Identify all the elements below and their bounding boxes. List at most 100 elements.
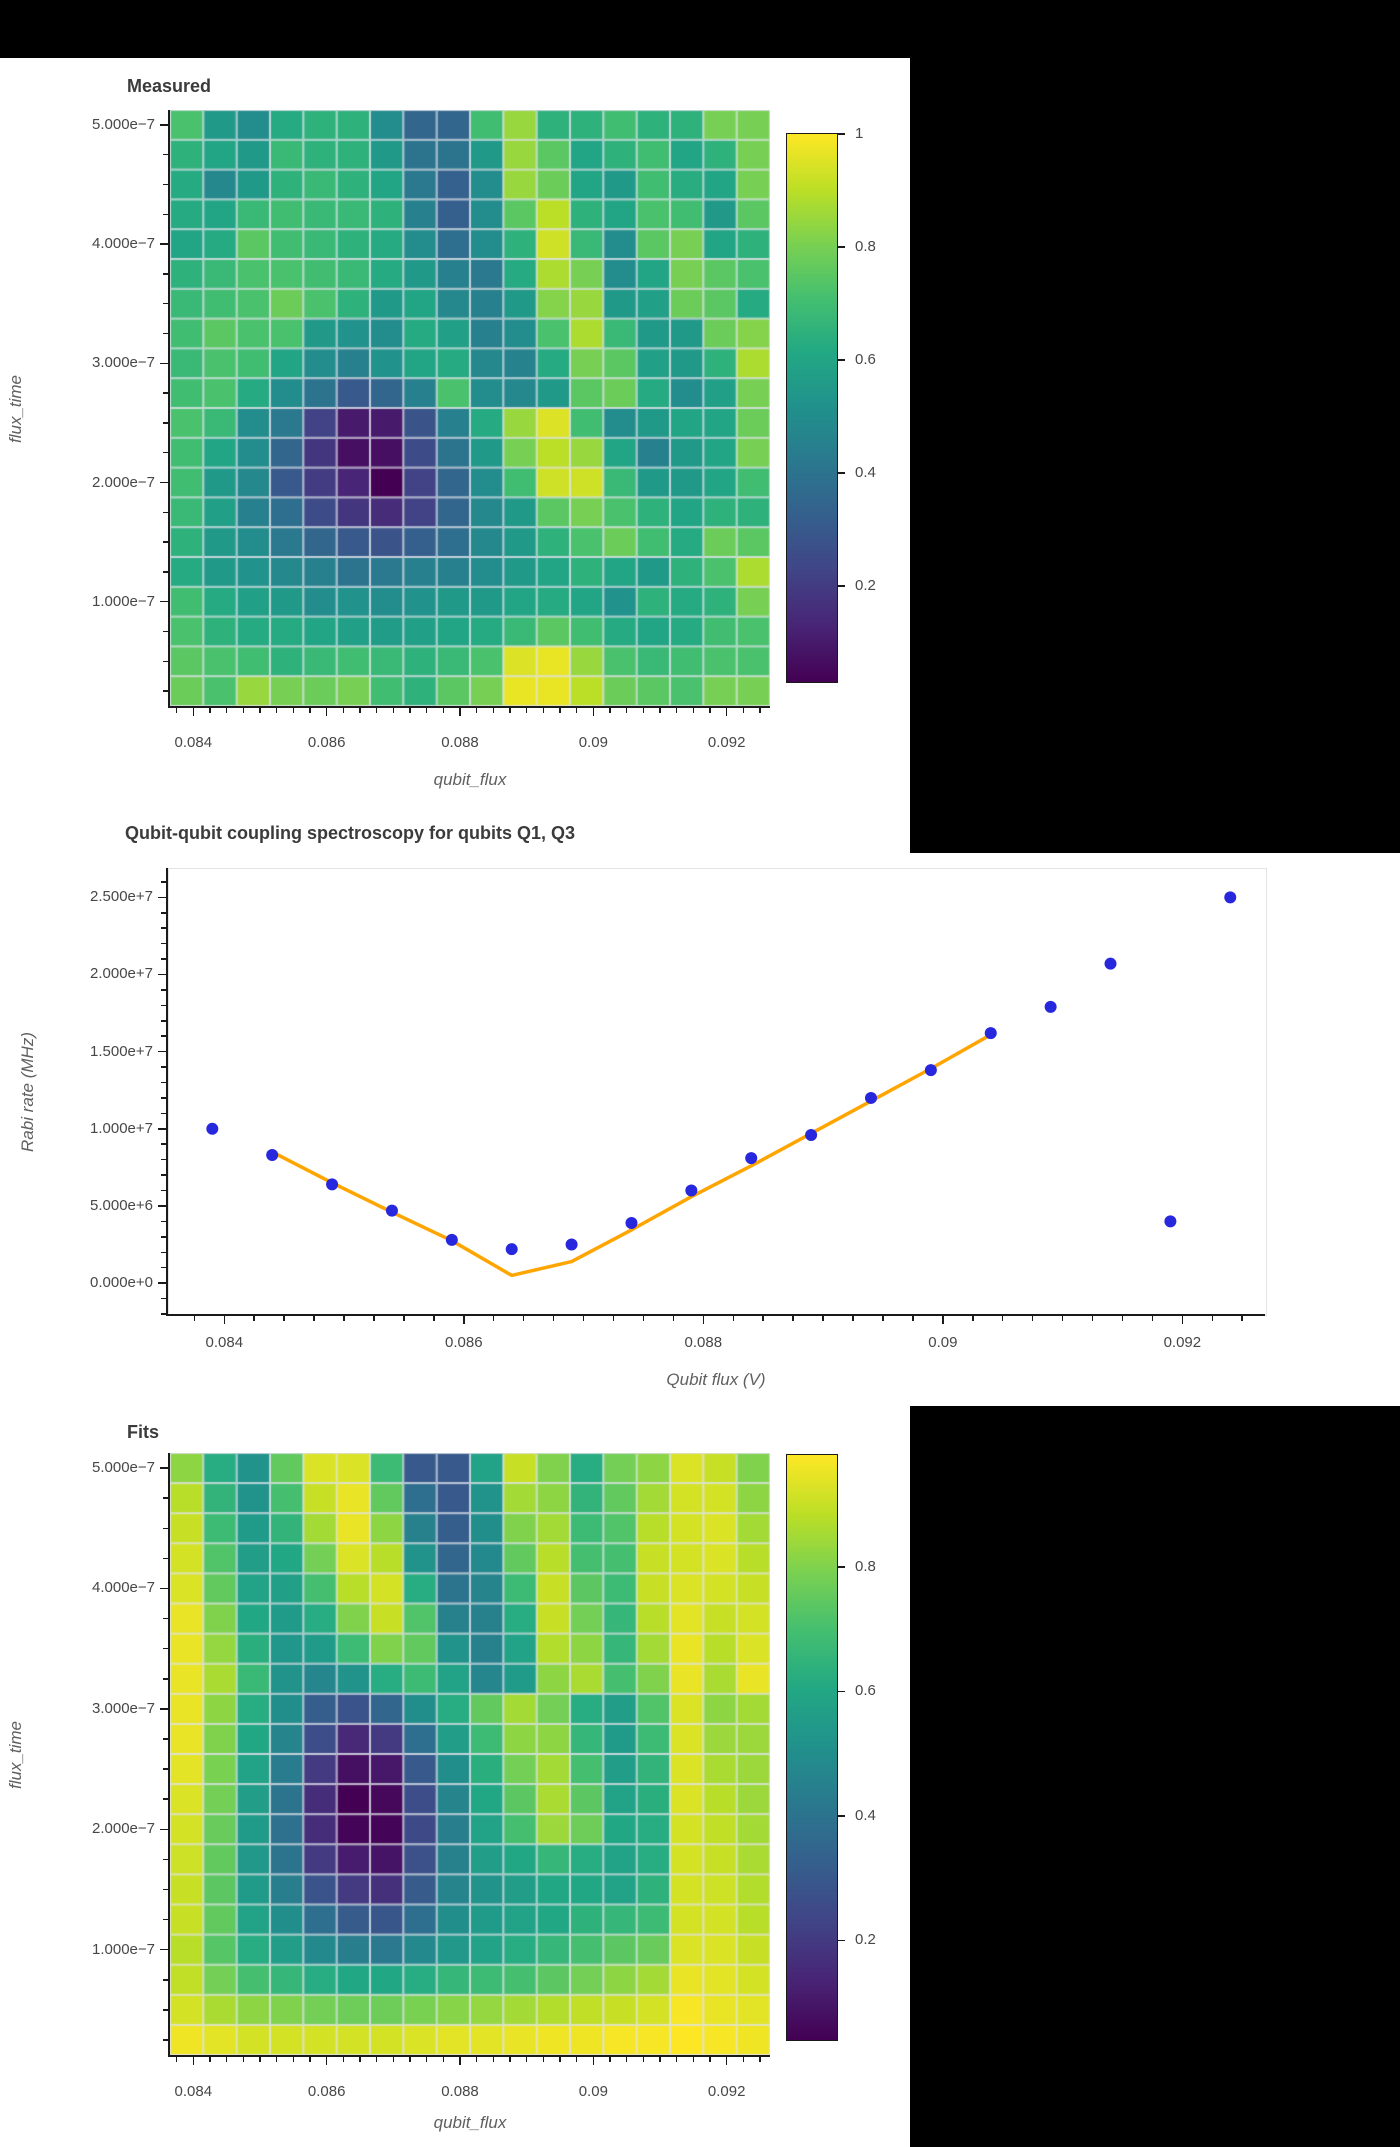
- x-minor-tick: [582, 1316, 585, 1321]
- x-minor-tick: [559, 2057, 561, 2062]
- colorbar-tick: [837, 1815, 845, 1817]
- x-major-tick: [942, 1316, 944, 1324]
- colorbar-tick: [837, 585, 845, 587]
- y-tick-label: 5.000e+6: [90, 1196, 153, 1214]
- measured-heatmap-plot[interactable]: [170, 110, 770, 706]
- y-tick-label: 0.000e+0: [90, 1274, 153, 1292]
- x-minor-tick: [433, 1316, 435, 1321]
- x-minor-tick: [509, 2057, 511, 2062]
- x-minor-tick: [575, 2057, 578, 2062]
- y-major-tick: [158, 896, 166, 899]
- x-major-tick: [192, 2057, 195, 2065]
- y-minor-tick: [161, 1112, 166, 1115]
- x-major-tick: [223, 1316, 226, 1324]
- y-minor-tick: [163, 1738, 168, 1740]
- x-minor-tick: [742, 2057, 745, 2062]
- y-minor-tick: [163, 1678, 168, 1680]
- y-minor-tick: [163, 392, 168, 394]
- x-minor-tick: [375, 2057, 378, 2062]
- scatter-point: [984, 1027, 997, 1040]
- x-minor-tick: [313, 1316, 315, 1321]
- y-minor-tick: [161, 912, 166, 914]
- y-minor-tick: [161, 1297, 166, 1300]
- y-major-tick: [160, 481, 168, 484]
- x-tick-label: 0.092: [707, 734, 746, 751]
- scatter-point: [805, 1128, 818, 1141]
- x-major-tick: [325, 2057, 328, 2065]
- x-minor-tick: [509, 708, 511, 713]
- scatter-point: [385, 1204, 398, 1217]
- x-minor-tick: [492, 708, 495, 713]
- x-minor-tick: [522, 1316, 525, 1321]
- y-major-tick: [160, 1948, 168, 1951]
- x-tick-label: 0.088: [441, 2083, 479, 2100]
- x-major-tick: [725, 2057, 728, 2065]
- x-minor-tick: [742, 708, 745, 713]
- x-minor-tick: [675, 708, 678, 713]
- spectroscopy-ylabel: Rabi rate (MHz): [18, 1032, 37, 1152]
- x-minor-tick: [852, 1316, 854, 1321]
- y-minor-tick: [161, 1220, 166, 1223]
- colorbar-tick-label: 0.6: [855, 1682, 876, 1700]
- x-minor-tick: [409, 708, 411, 713]
- y-tick-label: 2.000e+7: [90, 965, 153, 983]
- scatter-point: [266, 1149, 279, 1162]
- x-minor-tick: [209, 2057, 211, 2062]
- y-tick-label: 5.000e−7: [92, 115, 155, 133]
- measured-colorbar: [787, 134, 837, 682]
- y-minor-tick: [163, 511, 168, 514]
- y-minor-tick: [161, 1266, 166, 1269]
- scatter-point: [685, 1184, 698, 1197]
- x-minor-tick: [275, 2057, 278, 2062]
- y-tick-label: 1.500e+7: [90, 1042, 153, 1060]
- y-major-tick: [160, 124, 168, 126]
- measured-xlabel: qubit_flux: [433, 770, 507, 789]
- x-minor-tick: [175, 708, 178, 713]
- colorbar-tick: [837, 1690, 845, 1693]
- x-tick-label: 0.084: [174, 2083, 213, 2100]
- x-minor-tick: [253, 1316, 255, 1321]
- y-major-tick: [160, 600, 168, 603]
- x-minor-tick: [492, 2057, 495, 2062]
- y-minor-tick: [161, 989, 166, 991]
- x-minor-tick: [359, 2057, 361, 2062]
- x-major-tick: [325, 708, 328, 716]
- x-minor-tick: [442, 2057, 445, 2062]
- y-major-tick: [160, 1587, 168, 1590]
- colorbar-tick-label: 0.2: [855, 576, 876, 594]
- x-minor-tick: [1091, 1316, 1094, 1321]
- x-minor-tick: [425, 708, 428, 713]
- y-major-tick: [160, 1828, 168, 1830]
- x-minor-tick: [759, 708, 761, 713]
- x-minor-tick: [659, 708, 661, 713]
- y-minor-tick: [161, 1004, 166, 1007]
- x-minor-tick: [1001, 1316, 1004, 1321]
- x-major-tick: [192, 708, 195, 716]
- y-minor-tick: [161, 958, 166, 960]
- x-minor-tick: [475, 708, 478, 713]
- y-major-tick: [158, 973, 166, 976]
- x-minor-tick: [193, 1316, 196, 1321]
- y-major-tick: [160, 362, 168, 365]
- y-tick-label: 5.000e−7: [92, 1459, 155, 1477]
- y-minor-tick: [163, 1647, 168, 1650]
- y-minor-tick: [163, 541, 168, 543]
- x-minor-tick: [259, 708, 261, 713]
- x-minor-tick: [732, 1316, 735, 1321]
- x-axis-line: [168, 706, 770, 708]
- y-major-tick: [158, 1282, 166, 1284]
- y-tick-label: 1.000e−7: [92, 1940, 155, 1958]
- y-minor-tick: [163, 273, 168, 275]
- x-minor-tick: [1241, 1316, 1243, 1321]
- scatter-point: [445, 1233, 458, 1246]
- y-major-tick: [160, 243, 168, 245]
- x-minor-tick: [675, 2057, 678, 2062]
- x-minor-tick: [609, 2057, 611, 2062]
- x-major-tick: [725, 708, 728, 716]
- spectroscopy-plot[interactable]: [168, 868, 1265, 1314]
- x-minor-tick: [525, 708, 528, 713]
- colorbar-tick: [837, 472, 845, 474]
- y-minor-tick: [163, 571, 168, 573]
- fits-heatmap-plot[interactable]: [170, 1453, 770, 2055]
- y-axis-line: [168, 110, 170, 708]
